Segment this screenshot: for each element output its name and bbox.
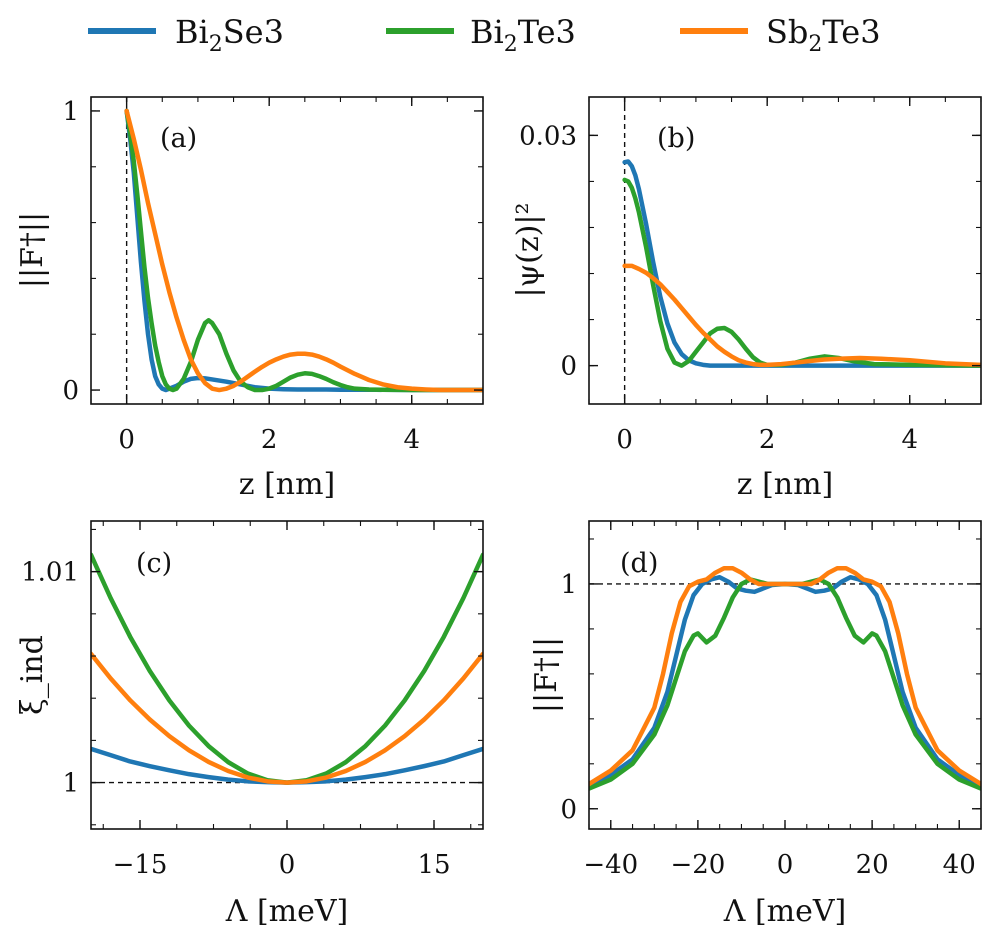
panel-c-xtick-label-1: 0	[279, 850, 296, 880]
panel-c-series-Bi2Se3	[91, 746, 483, 785]
panel-d-xtick-label-0: −40	[583, 850, 638, 880]
panel-b-ylabel: |ψ(z)|²	[511, 203, 546, 298]
panel-d-series-Sb2Te3	[589, 565, 981, 787]
panels: 0 2 401(a)z [nm]||F†||0 2 400.03 (b)z [nm]|ψ(…	[15, 96, 982, 929]
panel-d-xtick-label-4: 40	[943, 850, 976, 880]
panel-c-series-Bi2Te3	[91, 552, 483, 785]
panel-b-ytick-label-1: 0.03	[519, 121, 577, 151]
legend-label-0: Bi2Se3	[175, 13, 284, 57]
panel-d-ytick-label-0: 0	[560, 795, 577, 825]
panel-d-ytick-label-1: 1	[560, 570, 577, 600]
panel-a-frame	[90, 96, 484, 405]
panel-a-ytick-label-1: 1	[62, 97, 79, 127]
panel-a-xlabel: z [nm]	[239, 467, 336, 502]
panel-c-frame	[90, 520, 484, 830]
panel-b: 0 2 4 0 0.03 (b) z [nm] |ψ(z)|²	[511, 96, 982, 502]
panel-d-series-Bi2Te3	[589, 577, 981, 791]
panel-d-ylabel: ||F†||	[529, 637, 564, 713]
panel-c-xtick-label-0: −15	[113, 850, 168, 880]
panel-a-ylabel: ||F†||	[15, 212, 50, 288]
panel-a-xtick-label-0: 0	[118, 425, 135, 455]
legend-label-2: Sb2Te3	[766, 13, 881, 57]
panel-d-xlabel: Λ [meV]	[723, 894, 846, 929]
panel-a-series-Sb2Te3	[124, 108, 483, 393]
panel-b-series-Sb2Te3	[622, 263, 981, 368]
panel-c-ticks: −15 0 15 1 1.01	[21, 521, 483, 880]
panel-d-label: (d)	[620, 548, 658, 579]
panel-a-xtick-label-2: 4	[403, 425, 420, 455]
panel-b-ytick-label-0: 0	[560, 352, 577, 382]
panel-c-ytick-label-0: 1	[62, 769, 79, 799]
panel-d: −40 −20 0 20 40 0 1 (d) Λ [meV] ||F†||	[529, 520, 982, 929]
panel-a-series-Bi2Te3	[124, 108, 483, 393]
panel-b-xtick-label-2: 4	[901, 425, 918, 455]
panel-a-ytick-label-0: 0	[62, 376, 79, 406]
panel-c-ytick-label-1: 1.01	[21, 558, 79, 588]
legend-label-1: Bi2Te3	[470, 13, 576, 57]
panel-d-xtick-label-3: 20	[856, 850, 889, 880]
panel-c-label: (c)	[136, 548, 172, 579]
panel-b-ticks: 0 2 4 0 0.03	[519, 97, 982, 455]
legend: Bi2Se3 Bi2Te3 Sb2Te3	[88, 13, 881, 57]
panel-b-series-Bi2Se3	[622, 159, 981, 368]
panel-d-xtick-label-2: 0	[777, 850, 794, 880]
panel-c-series-Sb2Te3	[91, 651, 483, 785]
panel-c-ylabel: ξ_ind	[15, 635, 50, 715]
panel-c: −15 0 15 1 1.01 (c) Λ [meV] ξ_ind	[15, 520, 484, 929]
panel-d-xtick-label-1: −20	[670, 850, 725, 880]
panel-a: 0 2 4 0 1 (a) z [nm] ||F†||	[15, 96, 484, 502]
panel-b-frame	[588, 96, 982, 405]
panel-b-xtick-label-0: 0	[616, 425, 633, 455]
panel-d-frame	[588, 520, 982, 830]
panel-d-series-Bi2Se3	[589, 574, 981, 789]
panel-a-xtick-label-1: 2	[261, 425, 278, 455]
panel-b-xlabel: z [nm]	[737, 467, 834, 502]
panel-a-ticks: 0 2 4 0 1	[62, 97, 484, 455]
panel-d-ticks: −40 −20 0 20 40 0 1	[560, 521, 982, 880]
panel-b-series-Bi2Te3	[622, 177, 981, 368]
panel-b-label: (b)	[657, 123, 695, 154]
panel-b-xtick-label-1: 2	[759, 425, 776, 455]
panel-a-label: (a)	[160, 123, 197, 154]
panel-a-series-Bi2Se3	[124, 108, 483, 393]
panel-c-xlabel: Λ [meV]	[225, 894, 348, 929]
panel-c-xtick-label-2: 15	[417, 850, 450, 880]
